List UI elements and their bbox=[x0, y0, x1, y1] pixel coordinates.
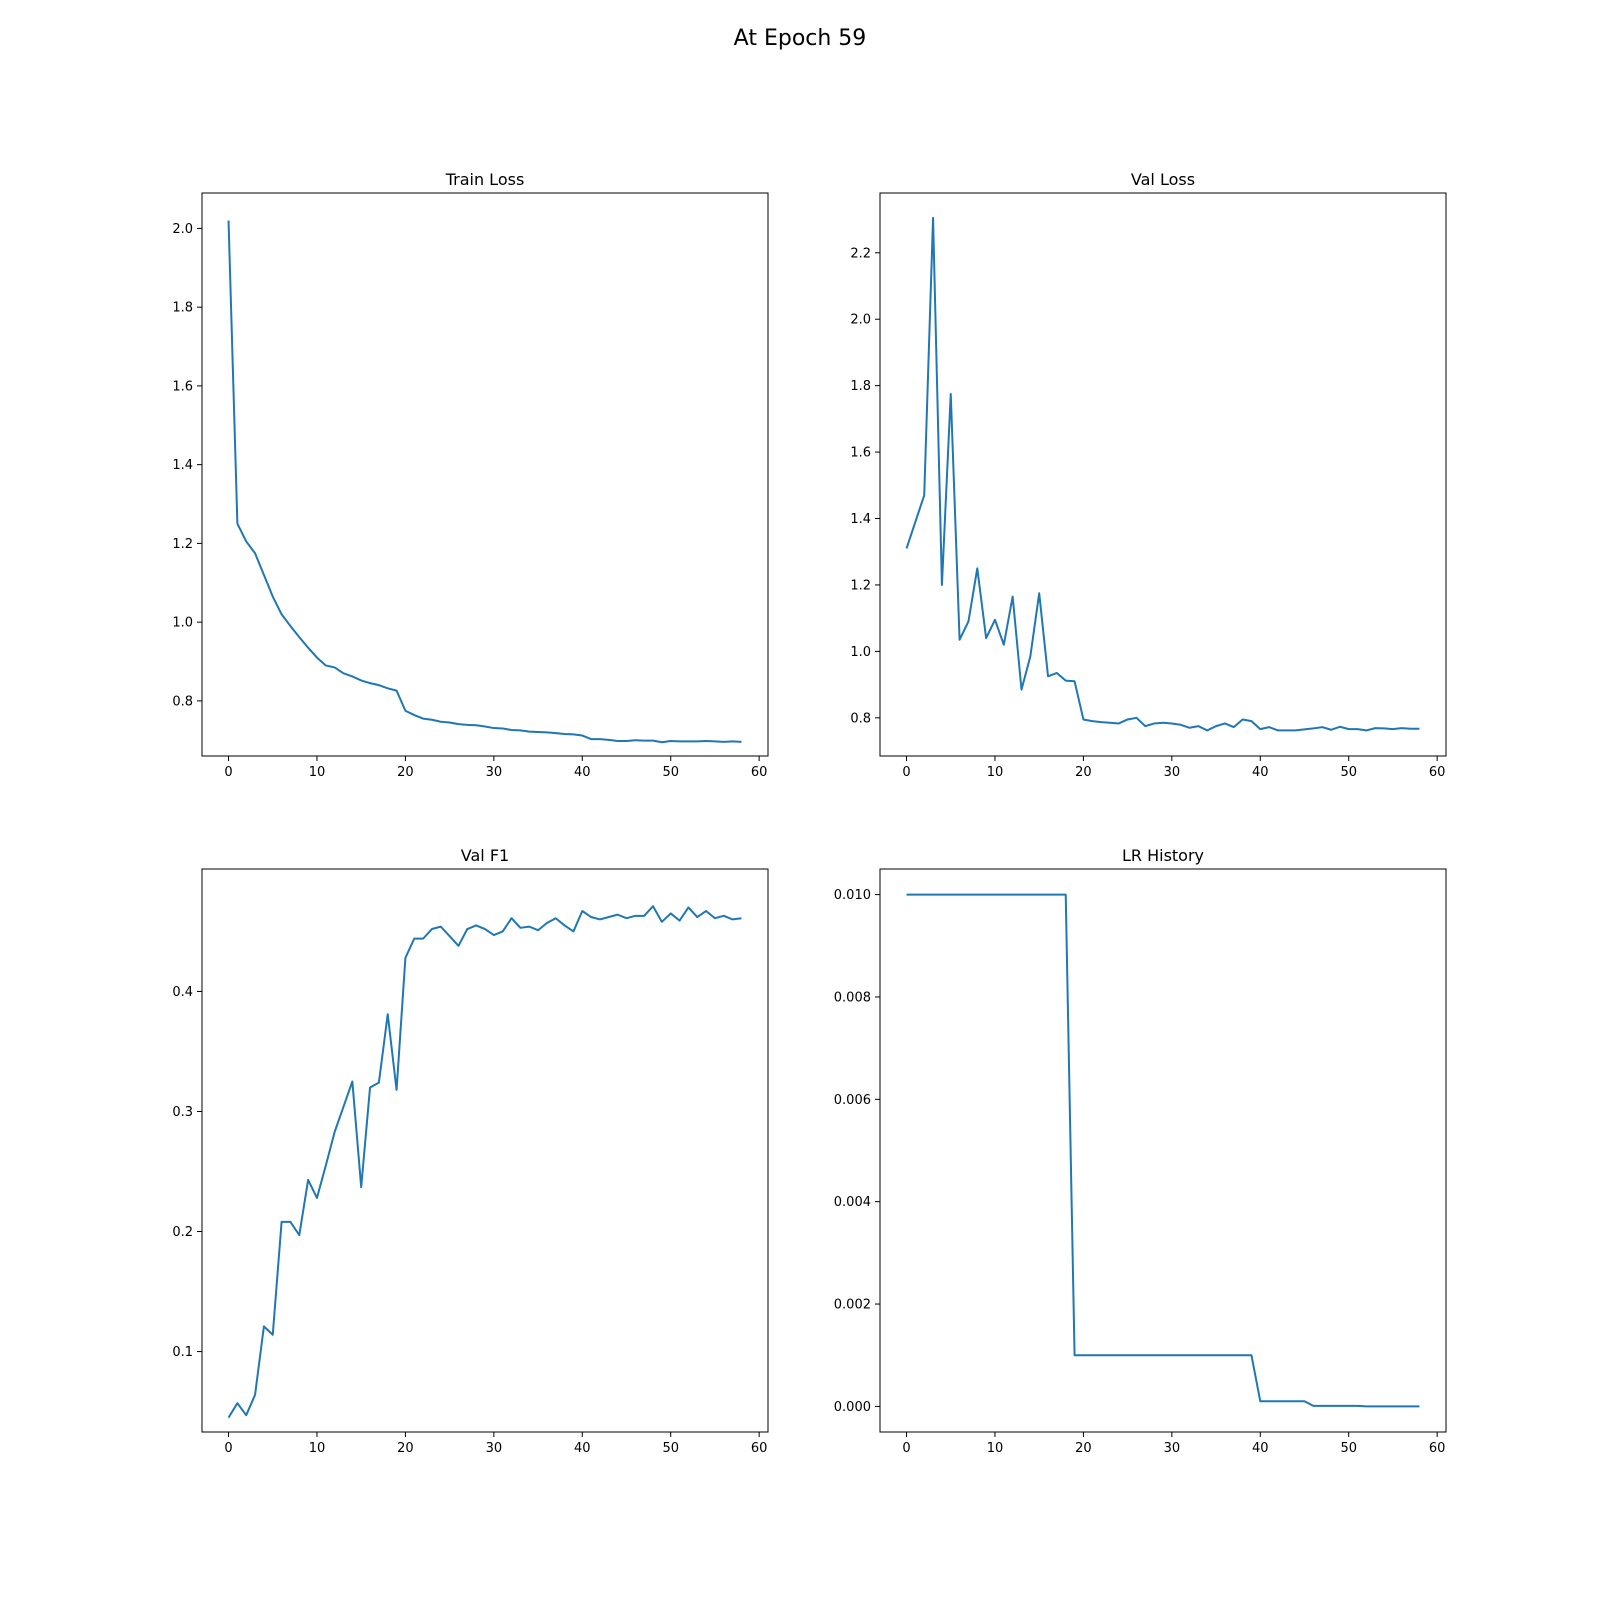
y-tick-label: 0.1 bbox=[172, 1345, 193, 1360]
y-tick-label: 0.8 bbox=[850, 711, 871, 726]
subplot-3: Val F1 0 10 20 30 40 50 60 0.1 0.2 0.3 0.4 bbox=[172, 846, 769, 1456]
y-tick-label: 1.8 bbox=[850, 379, 871, 394]
y-tick-label: 0.004 bbox=[834, 1195, 871, 1210]
subplot-title: Train Loss bbox=[445, 170, 525, 189]
x-tick-label: 30 bbox=[1164, 765, 1181, 780]
y-tick-label: 0.002 bbox=[834, 1298, 871, 1313]
axes-frame bbox=[201, 192, 769, 757]
x-tick-label: 10 bbox=[987, 765, 1004, 780]
x-tick-label: 0 bbox=[224, 1441, 232, 1456]
y-tick-label: 0.010 bbox=[834, 888, 871, 903]
x-tick-label: 50 bbox=[662, 765, 679, 780]
y-tick-label: 1.6 bbox=[172, 379, 193, 394]
x-tick-label: 10 bbox=[309, 1441, 326, 1456]
y-tick-label: 0.008 bbox=[834, 990, 871, 1005]
x-tick-label: 20 bbox=[1075, 1441, 1092, 1456]
subplot-1: Train Loss 0 10 20 30 40 50 60 0.8 1.0 1.2 1.4 1.6 1.… bbox=[172, 170, 769, 780]
x-tick-label: 60 bbox=[751, 765, 768, 780]
x-tick-label: 20 bbox=[1075, 765, 1092, 780]
axes-frame bbox=[879, 868, 1447, 1433]
series-line bbox=[905, 216, 1420, 732]
y-tick-label: 1.0 bbox=[172, 616, 193, 631]
x-tick-label: 40 bbox=[1252, 765, 1269, 780]
x-tick-label: 50 bbox=[1340, 765, 1357, 780]
y-tick-label: 0.006 bbox=[834, 1093, 871, 1108]
x-tick-label: 30 bbox=[486, 765, 503, 780]
x-tick-label: 40 bbox=[574, 1441, 591, 1456]
axes-frame bbox=[201, 868, 769, 1433]
axes-frame bbox=[879, 192, 1447, 757]
y-tick-label: 0.000 bbox=[834, 1400, 871, 1415]
series-line bbox=[227, 220, 742, 744]
series-line bbox=[227, 905, 742, 1419]
x-tick-label: 0 bbox=[902, 1441, 910, 1456]
y-tick-label: 0.2 bbox=[172, 1225, 193, 1240]
x-tick-label: 10 bbox=[309, 765, 326, 780]
y-tick-label: 1.6 bbox=[850, 446, 871, 461]
x-tick-label: 20 bbox=[397, 765, 414, 780]
x-tick-label: 60 bbox=[1429, 1441, 1446, 1456]
x-tick-label: 30 bbox=[486, 1441, 503, 1456]
figure-suptitle: At Epoch 59 bbox=[733, 26, 867, 51]
x-tick-label: 50 bbox=[1340, 1441, 1357, 1456]
y-tick-label: 1.4 bbox=[172, 458, 193, 473]
subplot-title: Val F1 bbox=[461, 846, 509, 865]
x-tick-label: 0 bbox=[224, 765, 232, 780]
subplot-title: LR History bbox=[1122, 846, 1204, 865]
series-line bbox=[906, 893, 1420, 1408]
x-tick-label: 60 bbox=[1429, 765, 1446, 780]
x-tick-label: 20 bbox=[397, 1441, 414, 1456]
y-tick-label: 1.4 bbox=[850, 512, 871, 527]
x-tick-label: 50 bbox=[662, 1441, 679, 1456]
subplot-title: Val Loss bbox=[1131, 170, 1195, 189]
y-tick-label: 1.8 bbox=[172, 301, 193, 316]
y-tick-label: 2.2 bbox=[850, 246, 871, 261]
y-tick-label: 0.4 bbox=[172, 985, 193, 1000]
y-tick-label: 1.2 bbox=[172, 537, 193, 552]
y-tick-label: 2.0 bbox=[172, 222, 193, 237]
x-tick-label: 40 bbox=[574, 765, 591, 780]
x-tick-label: 30 bbox=[1164, 1441, 1181, 1456]
x-tick-label: 60 bbox=[751, 1441, 768, 1456]
y-tick-label: 1.2 bbox=[850, 578, 871, 593]
x-tick-label: 10 bbox=[987, 1441, 1004, 1456]
x-tick-label: 0 bbox=[902, 765, 910, 780]
subplot-2: Val Loss 0 10 20 30 40 50 60 0.8 1.0 1.2 1.4 1.6 1.8 2… bbox=[850, 170, 1447, 780]
y-tick-label: 2.0 bbox=[850, 313, 871, 328]
subplot-4: LR History 0 10 20 30 40 50 60 0.000 0.002 0.004 0.… bbox=[834, 846, 1447, 1456]
y-tick-label: 0.3 bbox=[172, 1105, 193, 1120]
y-tick-label: 1.0 bbox=[850, 645, 871, 660]
y-tick-label: 0.8 bbox=[172, 694, 193, 709]
x-tick-label: 40 bbox=[1252, 1441, 1269, 1456]
